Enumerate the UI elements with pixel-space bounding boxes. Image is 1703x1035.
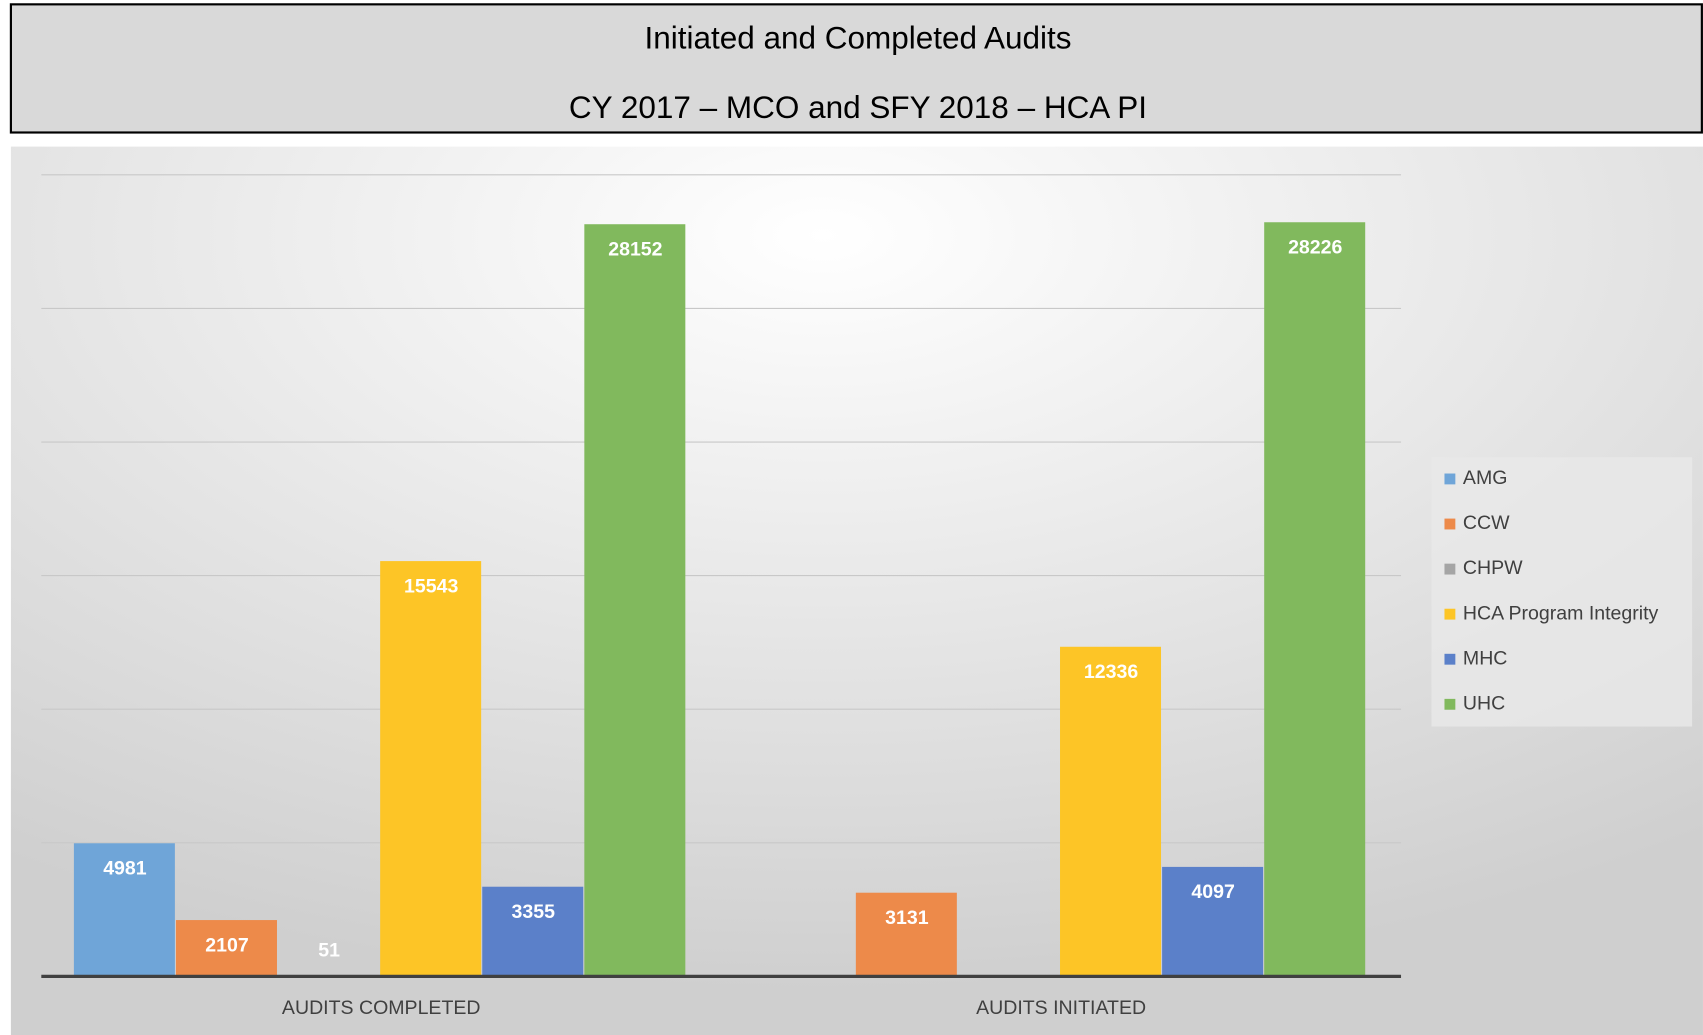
legend-swatch: [1444, 653, 1456, 665]
bar: [1060, 646, 1162, 977]
chart-subtitle: CY 2017 – MCO and SFY 2018 – HCA PI: [569, 89, 1147, 125]
data-label: 28152: [608, 238, 662, 260]
legend-label: MHC: [1463, 647, 1507, 669]
data-label: 3131: [885, 907, 929, 929]
bar: [380, 561, 482, 977]
bar: [482, 886, 584, 977]
data-label: 15543: [404, 575, 458, 597]
bar: [175, 920, 277, 977]
bar: [1264, 222, 1366, 977]
data-label: 12336: [1084, 661, 1138, 683]
legend-label: HCA Program Integrity: [1463, 602, 1659, 624]
plot-background: [10, 146, 1703, 1035]
bar: [1162, 866, 1264, 977]
legend-swatch: [1444, 473, 1456, 485]
data-label: 28226: [1288, 236, 1342, 258]
data-label: 4981: [103, 857, 147, 879]
data-label: 4097: [1191, 881, 1234, 903]
legend-swatch: [1444, 563, 1456, 575]
legend-box: [1431, 457, 1693, 727]
bar: [855, 892, 957, 977]
chart-title: Initiated and Completed Audits: [644, 19, 1071, 55]
x-tick-label: AUDITS COMPLETED: [282, 997, 481, 1019]
data-label: 51: [318, 939, 340, 961]
legend-label: CHPW: [1463, 557, 1523, 579]
title-box: [9, 3, 1703, 134]
legend-label: UHC: [1463, 692, 1505, 714]
legend-label: CCW: [1463, 512, 1510, 534]
legend-swatch: [1444, 518, 1456, 530]
data-label: 2107: [205, 934, 248, 956]
legend-label: AMG: [1463, 467, 1507, 489]
legend-swatch: [1444, 698, 1456, 710]
bar: [584, 224, 686, 977]
legend-swatch: [1444, 608, 1456, 620]
x-tick-label: AUDITS INITIATED: [976, 997, 1146, 1019]
data-label: 3355: [512, 901, 556, 923]
bar: [73, 843, 175, 977]
